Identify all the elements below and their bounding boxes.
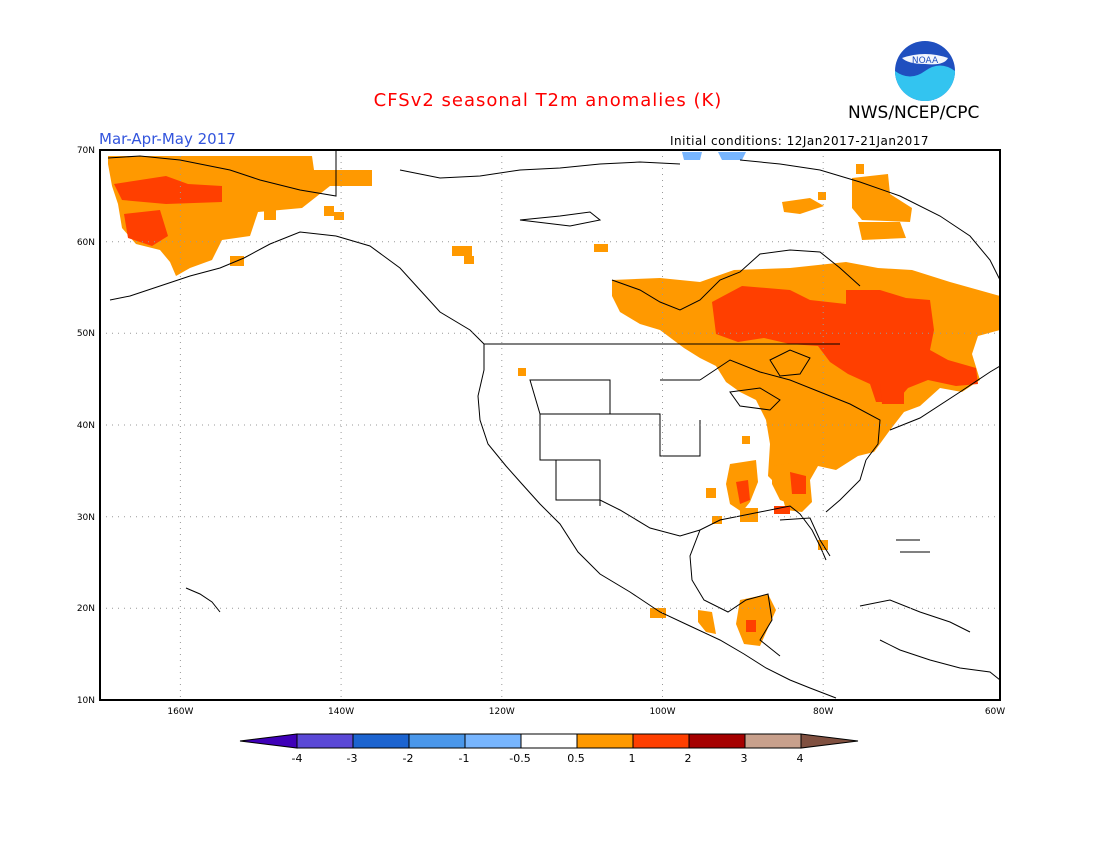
anomaly-arctic-warm [852,174,912,222]
anomaly-us-southeast-hot [736,480,750,504]
anomaly-alaska-hot [114,176,222,246]
colorbar-label: 0.5 [567,752,585,765]
chart-title: CFSv2 seasonal T2m anomalies (K) [373,90,723,111]
coastlines [107,150,1000,699]
lon-axis: 160W 140W 120W 100W 80W 60W [167,707,1005,717]
lon-label: 60W [985,707,1005,717]
graticule [100,150,1000,700]
lat-label: 30N [77,513,95,523]
anomaly-us-spot [712,516,722,524]
anomaly-canada-east-hot [712,286,978,402]
colorbar-boxes [239,733,859,749]
lon-label: 80W [813,707,833,717]
lat-label: 60N [77,238,95,248]
anomaly-mexico-hot [746,620,756,632]
initial-conditions-label: Initial conditions: 12Jan2017-21Jan2017 [670,134,930,148]
map-frame [99,149,1001,701]
lat-label: 10N [77,696,95,706]
noaa-logo: NOAA [895,41,955,101]
colorbar-arrow-right [800,733,859,749]
anomaly-shading [108,152,1000,646]
anomaly-us-spot [740,508,758,522]
anomaly-canada-spot [452,246,472,256]
lat-label: 50N [77,329,95,339]
colorbar-swatch [576,733,634,749]
anomaly-us-spot [706,488,716,498]
colorbar-swatch [744,733,802,749]
colorbar-label: -1 [459,752,470,765]
lon-label: 140W [328,707,354,717]
anomaly-alaska-spot [264,210,276,220]
lon-label: 160W [167,707,193,717]
anomaly-us-southeast-warm [772,462,808,506]
anomaly-canada-spot [518,368,526,376]
anomaly-mexico-spot [650,608,666,618]
lat-label: 70N [77,146,95,156]
colorbar-swatch [408,733,466,749]
anomaly-alaska-spot [324,206,334,216]
season-label: Mar-Apr-May 2017 [99,130,236,148]
lon-label: 100W [649,707,675,717]
anomaly-us-southeast-hot [790,472,806,494]
anomaly-canada-spot [594,244,608,252]
colorbar-label: -2 [403,752,414,765]
anomaly-alaska-spot [334,212,344,220]
colorbar-label: -0.5 [509,752,530,765]
anomaly-us-hot [880,384,904,404]
anomaly-arctic-spot [818,192,826,200]
anomaly-arctic-warm [782,198,824,214]
colorbar-swatch [520,733,578,749]
colorbar-label: 1 [629,752,636,765]
colorbar-label: 4 [797,752,804,765]
colorbar-label: 2 [685,752,692,765]
anomaly-us-spot [742,436,750,444]
lat-label: 40N [77,421,95,431]
anomaly-arctic-warm [858,222,906,240]
colorbar-label: -4 [292,752,303,765]
org-label: NWS/NCEP/CPC [848,103,980,123]
colorbar-label: -3 [347,752,358,765]
lon-label: 120W [489,707,515,717]
lat-axis: 70N 60N 50N 40N 30N 20N 10N [77,146,95,706]
anomaly-canada-spot [464,256,474,264]
anomaly-map: 70N 60N 50N 40N 30N 20N 10N 160W 140W 12… [77,146,1005,717]
anomaly-arctic-cold [682,152,746,160]
colorbar-arrow-left [239,733,298,749]
colorbar-swatch [352,733,410,749]
colorbar-swatch [296,733,354,749]
anomaly-arctic-spot [856,164,864,174]
svg-text:NOAA: NOAA [912,56,939,66]
colorbar-label: 3 [741,752,748,765]
colorbar-swatch [632,733,690,749]
colorbar-swatch [688,733,746,749]
lat-label: 20N [77,604,95,614]
colorbar-labels: -4 -3 -2 -1 -0.5 0.5 1 2 3 4 [292,752,804,765]
colorbar-swatch [464,733,522,749]
anomaly-us-spot [774,506,790,514]
anomaly-mexico-warm [698,610,716,634]
